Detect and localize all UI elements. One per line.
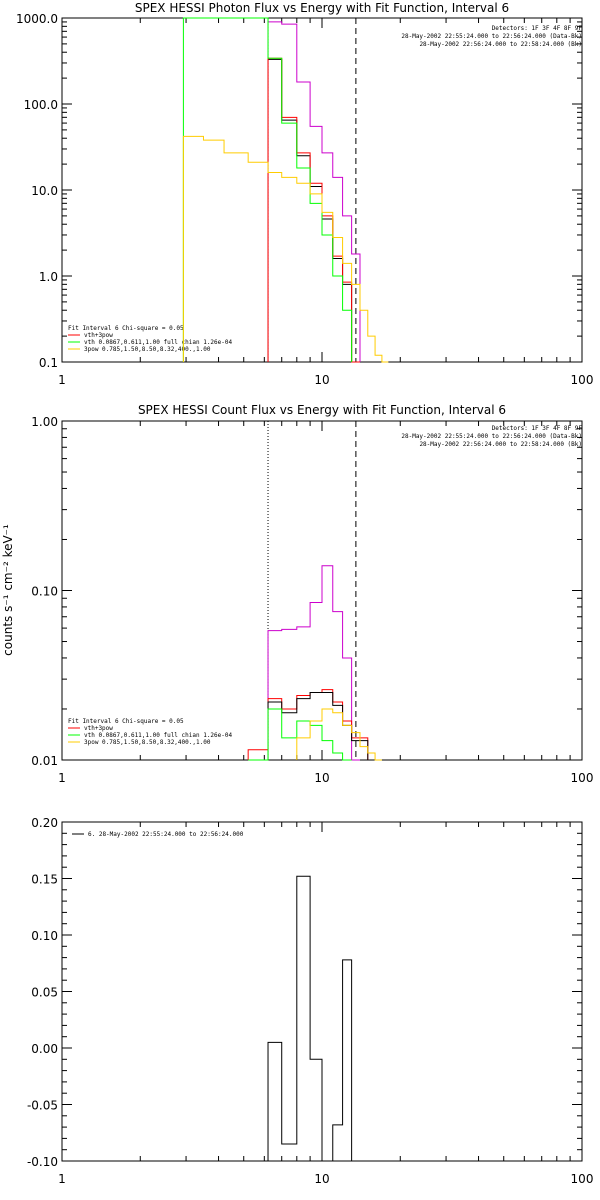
y-tick-label: -0.05 [27,1099,58,1113]
series-yellow-step-line [296,708,382,761]
y-tick-label: 0.1 [39,356,58,370]
series-magenta-step-line [267,565,360,761]
x-tick-label: 10 [314,771,329,785]
panel-title: SPEX HESSI Count Flux vs Energy with Fit… [138,403,506,417]
fit-legend-label: vth 0.0867,0.611,1.00 full chian 1.26e-0… [84,732,232,739]
fit-legend-label: vth+3pow [84,725,113,732]
y-tick-label: -0.10 [27,1155,58,1169]
series-red-step-line [247,689,369,760]
series-black-step-line [267,692,369,760]
fit-legend-label: vth+3pow [84,332,113,339]
y-tick-label: 0.05 [31,986,58,1000]
fit-legend-label: Fit Interval 6 Chi-square = 0.05 [68,718,184,725]
panel-title: SPEX HESSI Photon Flux vs Energy with Fi… [135,1,509,15]
y-tick-label: 0.10 [31,929,58,943]
fit-legend-label: Fit Interval 6 Chi-square = 0.05 [68,325,184,332]
x-tick-label: 1 [58,373,66,387]
y-tick-label: 0.00 [31,1042,58,1056]
y-tick-label: 1.00 [31,415,58,429]
count-flux-panel: SPEX HESSI Count Flux vs Energy with Fit… [1,403,593,785]
x-tick-label: 10 [314,1172,329,1186]
fit-info: Fit Interval 6 Chi-square = 0.05vth+3pow… [68,718,232,746]
fit-info: Fit Interval 6 Chi-square = 0.05vth+3pow… [68,325,232,353]
series-green-step-line [248,708,352,761]
y-tick-label: 10.0 [31,184,58,198]
detectors-label: Detectors: 1F 3F 4F 8F 9F [492,25,583,32]
fit-legend-label: 3pow 0.785,1.50,8.50,8.32,400.,1.00 [84,739,211,746]
legend-label: 6. 28-May-2002 22:55:24.000 to 22:56:24.… [88,831,244,838]
y-tick-label: 1.0 [39,270,58,284]
y-tick-label: 1000.0 [16,12,58,26]
series-green-step-line [182,17,353,362]
x-tick-label: 1 [58,1172,66,1186]
y-tick-label: 0.15 [31,873,58,887]
x-tick-label: 10 [314,373,329,387]
data-interval-label: 28-May-2002 22:55:24.000 to 22:56:24.000… [401,433,582,440]
series-yellow-step-line [182,135,389,363]
bk-interval-label: 28-May-2002 22:56:24.000 to 22:58:24.000… [419,441,582,448]
residuals-panel: 6. 28-May-2002 22:55:24.000 to 22:56:24.… [27,816,594,1186]
x-tick-label: 100 [571,1172,594,1186]
y-tick-label: 0.20 [31,816,58,830]
y-tick-label: 0.01 [31,754,58,768]
x-tick-label: 100 [571,373,594,387]
series-magenta-step-line [267,21,361,362]
y-tick-label: 100.0 [24,98,58,112]
y-tick-label: 0.10 [31,585,58,599]
fit-legend-label: vth 0.0867,0.611,1.00 full chian 1.26e-0… [84,339,232,346]
series-black-step-line [267,875,353,1162]
detectors-label: Detectors: 1F 3F 4F 8F 9F [492,425,583,432]
data-interval-label: 28-May-2002 22:55:24.000 to 22:56:24.000… [401,33,582,40]
y-axis-label: counts s⁻¹ cm⁻² keV⁻¹ [1,524,15,656]
photon-flux-panel: SPEX HESSI Photon Flux vs Energy with Fi… [16,1,593,387]
x-tick-label: 1 [58,771,66,785]
fit-legend-label: 3pow 0.785,1.50,8.50,8.32,400.,1.00 [84,346,211,353]
bk-interval-label: 28-May-2002 22:56:24.000 to 22:58:24.000… [419,41,582,48]
x-tick-label: 100 [571,771,594,785]
